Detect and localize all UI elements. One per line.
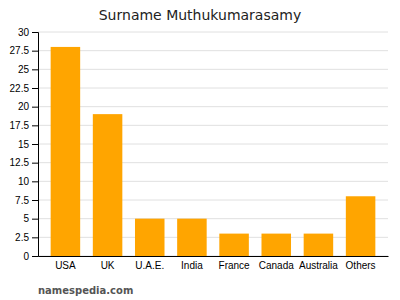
tick-mark: [32, 163, 38, 164]
grid-line: [38, 200, 388, 201]
tick-label: France: [219, 260, 251, 271]
tick: Canada: [259, 260, 294, 271]
grid-line: [38, 69, 388, 70]
tick: India: [181, 260, 203, 271]
tick: 2.5: [15, 232, 38, 243]
grid-line: [38, 106, 388, 107]
tick-label: 22.5: [10, 83, 30, 94]
tick-mark: [32, 69, 38, 70]
grid-line: [38, 125, 388, 126]
grid-line: [38, 256, 388, 257]
tick-label: USA: [55, 260, 76, 271]
tick-label: 25: [18, 64, 30, 75]
tick: 10: [18, 176, 38, 187]
tick-mark: [32, 88, 38, 89]
tick-mark: [32, 219, 38, 220]
tick: 5: [23, 213, 38, 224]
tick: 25: [18, 64, 38, 75]
tick: UK: [101, 260, 115, 271]
plot: 02.557.51012.51517.52022.52527.530USAUKU…: [10, 27, 389, 271]
bar: [93, 114, 123, 256]
tick-label: 10: [18, 176, 30, 187]
tick: USA: [55, 260, 76, 271]
bars: [51, 47, 376, 256]
tick: 7.5: [15, 195, 38, 206]
tick-label: 5: [23, 213, 29, 224]
tick: Others: [346, 260, 376, 271]
bar: [346, 196, 376, 256]
tick-mark: [32, 256, 38, 257]
bar: [51, 47, 81, 256]
tick: 0: [23, 251, 38, 262]
tick-mark: [32, 200, 38, 201]
tick-label: 27.5: [10, 45, 30, 56]
grid-line: [38, 50, 388, 51]
tick: U.A.E.: [135, 260, 164, 271]
grid: [38, 32, 388, 256]
grid-line: [38, 218, 388, 219]
tick-mark: [32, 51, 38, 52]
tick-label: India: [181, 260, 203, 271]
bar: [304, 234, 334, 256]
tick: Australia: [299, 260, 338, 271]
tick-label: 2.5: [15, 232, 29, 243]
grid-line: [38, 32, 388, 33]
tick: 20: [18, 101, 38, 112]
tick-mark: [32, 125, 38, 126]
tick-label: 12.5: [10, 157, 30, 168]
grid-line: [38, 88, 388, 89]
axis-line: [39, 256, 389, 257]
grid-line: [38, 237, 388, 238]
tick-label: 17.5: [10, 120, 30, 131]
tick-label: UK: [101, 260, 115, 271]
bar: [219, 234, 249, 256]
chart: Surname Muthukumarasamy 0 2.5 5 7.5 10 12.5 15 1…: [0, 0, 400, 300]
tick-label: 20: [18, 101, 30, 112]
tick-label: Canada: [259, 260, 294, 271]
axis-line: [32, 33, 39, 257]
bar: [261, 234, 291, 256]
grid-line: [38, 181, 388, 182]
tick: 15: [18, 139, 38, 150]
tick: France: [219, 260, 251, 271]
tick-mark: [32, 237, 38, 238]
tick-mark: [32, 144, 38, 145]
tick: 30: [18, 27, 38, 38]
tick-label: 30: [18, 27, 30, 38]
tick: 12.5: [10, 157, 38, 168]
bar: [177, 219, 207, 256]
grid-line: [38, 162, 388, 163]
tick: 22.5: [10, 83, 38, 94]
tick-label: Australia: [299, 260, 338, 271]
x-axis: USA UK U.A.E. India France Canada Australia Oth…: [39, 257, 389, 272]
annotation: namespedia.com: [38, 285, 133, 296]
grid-line: [38, 144, 388, 145]
tick-label: 7.5: [15, 195, 29, 206]
title: Surname Muthukumarasamy: [99, 7, 302, 23]
tick: 17.5: [10, 120, 38, 131]
tick-mark: [32, 181, 38, 182]
tick-label: Others: [346, 260, 376, 271]
tick-label: 15: [18, 139, 30, 150]
tick: 27.5: [10, 45, 38, 56]
bar: [135, 219, 165, 256]
tick-label: 0: [23, 251, 29, 262]
tick-mark: [32, 107, 38, 108]
tick-label: U.A.E.: [135, 260, 164, 271]
tick-mark: [32, 32, 38, 33]
y-axis: 0 2.5 5 7.5 10 12.5 15 17.5 20 22.5 25 27.5 30: [10, 27, 39, 262]
